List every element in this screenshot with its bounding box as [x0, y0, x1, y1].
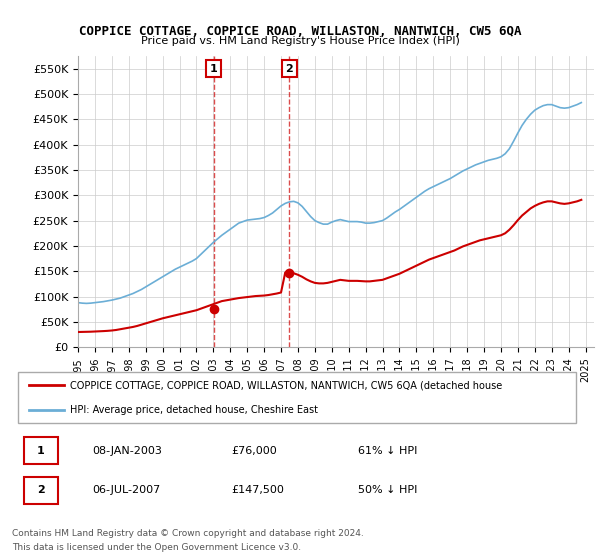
Text: 2: 2 [286, 64, 293, 74]
Text: 06-JUL-2007: 06-JUL-2007 [92, 485, 161, 495]
FancyBboxPatch shape [23, 437, 58, 464]
Text: 2: 2 [37, 485, 44, 495]
Text: £76,000: £76,000 [231, 446, 277, 456]
Text: £147,500: £147,500 [231, 485, 284, 495]
Text: 1: 1 [210, 64, 218, 74]
Text: COPPICE COTTAGE, COPPICE ROAD, WILLASTON, NANTWICH, CW5 6QA (detached house: COPPICE COTTAGE, COPPICE ROAD, WILLASTON… [70, 380, 502, 390]
Text: Price paid vs. HM Land Registry's House Price Index (HPI): Price paid vs. HM Land Registry's House … [140, 36, 460, 46]
Text: HPI: Average price, detached house, Cheshire East: HPI: Average price, detached house, Ches… [70, 405, 317, 415]
Text: COPPICE COTTAGE, COPPICE ROAD, WILLASTON, NANTWICH, CW5 6QA: COPPICE COTTAGE, COPPICE ROAD, WILLASTON… [79, 25, 521, 38]
Text: 50% ↓ HPI: 50% ↓ HPI [358, 485, 417, 495]
Text: 08-JAN-2003: 08-JAN-2003 [92, 446, 163, 456]
Text: 1: 1 [37, 446, 44, 456]
Text: Contains HM Land Registry data © Crown copyright and database right 2024.: Contains HM Land Registry data © Crown c… [12, 529, 364, 538]
FancyBboxPatch shape [23, 477, 58, 503]
Text: This data is licensed under the Open Government Licence v3.0.: This data is licensed under the Open Gov… [12, 543, 301, 552]
Text: 61% ↓ HPI: 61% ↓ HPI [358, 446, 417, 456]
FancyBboxPatch shape [18, 372, 577, 423]
